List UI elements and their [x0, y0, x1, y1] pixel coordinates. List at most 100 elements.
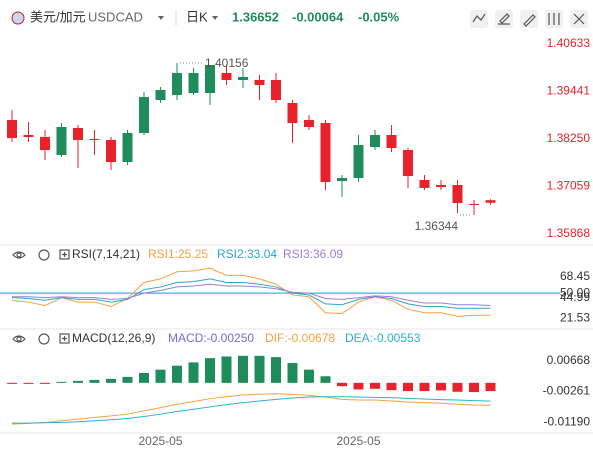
- tool-close-icon: [573, 13, 585, 25]
- macd-bar: [353, 382, 364, 390]
- y-tick-label: -0.01190: [544, 414, 591, 428]
- candle-body: [337, 178, 347, 181]
- y-tick-label: 1.38250: [547, 131, 591, 145]
- legend-entry: RSI1:25.25: [148, 247, 208, 261]
- candle-body: [106, 140, 116, 163]
- y-tick-label: 1.35868: [547, 226, 591, 240]
- y-tick-label: 21.53: [560, 311, 590, 325]
- candle-body: [370, 135, 380, 148]
- macd-bar: [139, 372, 149, 383]
- candle-body: [436, 185, 446, 188]
- rsi-title: RSI(7,14,21): [72, 247, 140, 261]
- high-annotation: 1.40156: [205, 56, 249, 70]
- legend-entry: RSI2:33.04: [217, 247, 277, 261]
- x-tick-label: 2025-05: [336, 434, 380, 448]
- visibility-icon[interactable]: [12, 251, 26, 259]
- change-pct: -0.05%: [358, 9, 400, 24]
- candle-body: [238, 77, 248, 80]
- legend-entry: DEA:-0.00553: [345, 331, 421, 345]
- expand-icon[interactable]: [59, 333, 70, 344]
- symbol-dropdown[interactable]: [158, 16, 164, 20]
- macd-bar: [304, 369, 314, 383]
- candle-body: [73, 128, 83, 141]
- macd-bar: [221, 356, 232, 383]
- symbol-code[interactable]: USDCAD: [88, 9, 143, 24]
- macd-bar: [89, 379, 100, 383]
- macd-bar: [419, 382, 430, 392]
- settings-icon[interactable]: [38, 333, 50, 345]
- tool-indicator[interactable]: [470, 10, 488, 28]
- candle-body: [56, 127, 67, 155]
- indicator-line: [12, 396, 491, 424]
- candle-body: [353, 145, 364, 179]
- candle-body: [287, 103, 298, 124]
- expand-icon[interactable]: [59, 249, 70, 260]
- candle-body: [205, 65, 215, 93]
- macd-bar: [205, 358, 215, 383]
- macd-title: MACD(12,26,9): [72, 331, 155, 345]
- candle-body: [40, 137, 50, 151]
- expand-plus: [62, 252, 67, 257]
- candle-body: [7, 120, 17, 139]
- tool-draw-icon: [498, 13, 510, 25]
- candle-body: [320, 123, 331, 182]
- candle-body: [403, 150, 413, 177]
- candle-body: [452, 185, 463, 204]
- indicator-line: [11, 393, 491, 425]
- macd-bar: [106, 378, 116, 383]
- candle-body: [254, 79, 265, 86]
- legend-entry: MACD:-0.00250: [168, 331, 254, 345]
- macd-bar: [23, 382, 34, 384]
- macd-bar: [386, 382, 397, 391]
- expand-plus: [62, 336, 67, 341]
- candle-body: [23, 135, 34, 138]
- tool-draw[interactable]: [495, 10, 513, 28]
- macd-bar: [254, 355, 265, 383]
- legend-entry: DIF:-0.00678: [265, 331, 335, 345]
- visibility-icon[interactable]: [12, 335, 26, 343]
- x-tick-label: 2025-05: [138, 434, 182, 448]
- change: -0.00064: [292, 9, 344, 24]
- macd-bar: [238, 355, 248, 383]
- candle-body: [271, 79, 281, 101]
- macd-bar: [172, 365, 182, 383]
- settings-icon[interactable]: [38, 249, 50, 261]
- y-tick-label: 50.00: [560, 285, 590, 299]
- candle-body: [139, 97, 149, 134]
- macd-bar: [320, 376, 331, 383]
- toolbar: [470, 10, 588, 28]
- macd-bar: [403, 382, 413, 392]
- flag-icon: [11, 11, 25, 25]
- macd-bar: [485, 382, 496, 392]
- y-tick-label: 0.00668: [547, 353, 591, 367]
- indicator-line: [11, 267, 491, 317]
- indicator-line: [12, 283, 491, 307]
- macd-bar: [370, 382, 380, 389]
- tool-settings-icon: [548, 13, 560, 25]
- macd-bar: [73, 380, 83, 383]
- y-tick-label: -0.00261: [543, 384, 591, 398]
- price: 1.36652: [232, 9, 279, 24]
- macd-bar: [337, 382, 347, 387]
- macd-bar: [40, 382, 50, 384]
- legend-entry: RSI3:36.09: [283, 247, 343, 261]
- candle-body: [304, 120, 314, 128]
- candle-body: [485, 200, 496, 203]
- period[interactable]: 日K: [186, 9, 208, 24]
- low-annotation: 1.36344: [415, 219, 459, 233]
- macd-bar: [155, 369, 166, 383]
- y-tick-label: 1.37059: [547, 179, 591, 193]
- macd-bar: [469, 382, 479, 393]
- y-tick-label: 44.99: [560, 290, 590, 304]
- indicator-line: [11, 278, 491, 309]
- candle-body: [221, 73, 232, 80]
- y-tick-label: 1.40633: [547, 36, 591, 50]
- candle-body: [386, 135, 397, 149]
- candle-body: [188, 73, 199, 93]
- candle-body: [155, 90, 166, 101]
- period-dropdown[interactable]: [212, 16, 218, 20]
- y-tick-label: 68.45: [560, 269, 590, 283]
- symbol-name[interactable]: 美元/加元: [30, 9, 86, 24]
- macd-bar: [56, 381, 67, 383]
